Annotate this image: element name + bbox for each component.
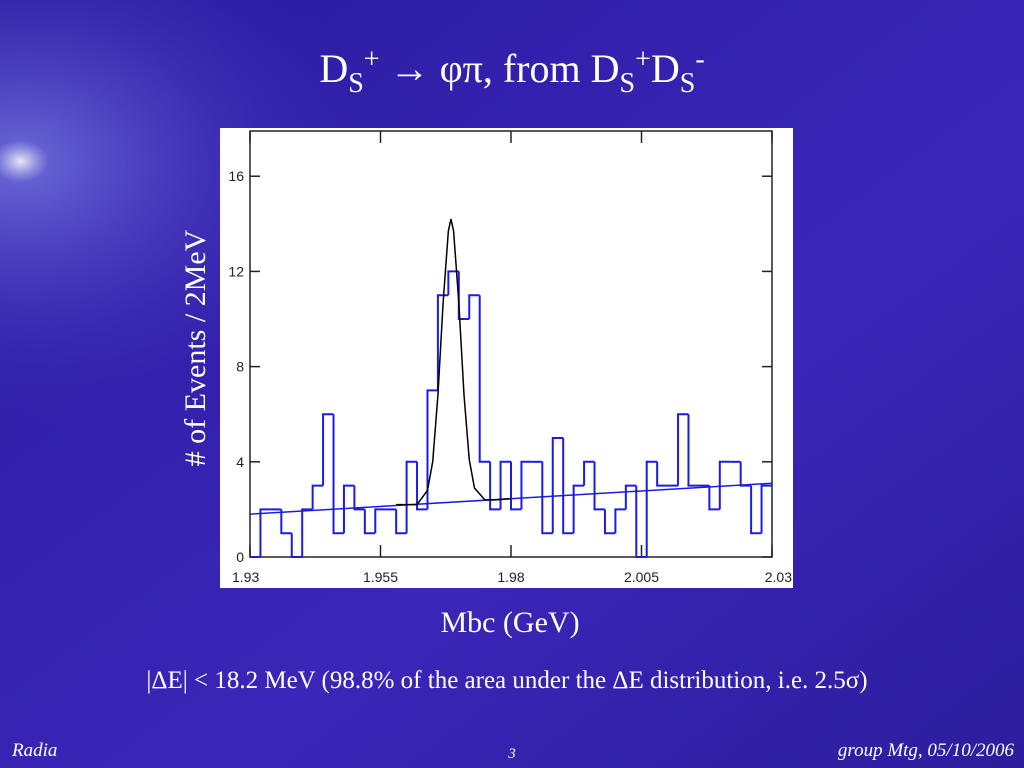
y-tick-label: 4 bbox=[236, 454, 244, 470]
histogram-bin bbox=[457, 271, 470, 321]
histogram-bin bbox=[593, 461, 605, 511]
histogram-bin bbox=[426, 389, 438, 510]
histogram-bin bbox=[750, 485, 762, 535]
y-tick-label: 8 bbox=[236, 359, 244, 375]
footer-right: group Mtg, 05/10/2006 bbox=[838, 740, 1015, 761]
x-tick-label: 1.93 bbox=[232, 569, 259, 585]
title-part: + bbox=[364, 44, 380, 75]
x-tick-label: 1.955 bbox=[363, 569, 398, 585]
histogram-bin bbox=[499, 460, 511, 510]
histogram-bin bbox=[342, 484, 355, 534]
histogram-bin bbox=[551, 437, 564, 534]
plot-background bbox=[220, 128, 793, 588]
x-tick-label: 1.98 bbox=[497, 569, 524, 585]
title-part: S bbox=[348, 68, 364, 99]
histogram-bin bbox=[280, 509, 292, 535]
histogram-bin bbox=[395, 509, 407, 535]
y-axis-label: # of Events / 2MeV bbox=[179, 229, 212, 466]
histogram-bin bbox=[520, 460, 532, 510]
histogram-bin bbox=[301, 508, 313, 557]
histogram-bin bbox=[332, 414, 344, 535]
histogram-bin bbox=[436, 294, 449, 391]
title-part: - bbox=[695, 44, 704, 75]
histogram-bin bbox=[760, 484, 772, 534]
histogram-bin bbox=[624, 484, 637, 510]
histogram-bin bbox=[468, 294, 480, 320]
histogram-bin bbox=[311, 484, 324, 510]
y-tick-label: 12 bbox=[228, 263, 244, 279]
histogram-bin bbox=[363, 509, 376, 535]
fit-curve bbox=[396, 218, 512, 506]
histogram-bin bbox=[583, 460, 595, 486]
histogram-bin bbox=[708, 485, 720, 511]
title: DS+ → φπ, from DS+DS- bbox=[319, 44, 704, 99]
histogram-bin bbox=[656, 461, 668, 487]
y-tick-label: 16 bbox=[228, 168, 244, 184]
x-tick-label: 2.03 bbox=[765, 569, 792, 585]
histogram-bin bbox=[405, 460, 418, 534]
y-tick-label: 0 bbox=[236, 549, 244, 565]
histogram-bin bbox=[635, 485, 647, 558]
histogram-bin bbox=[478, 295, 491, 463]
title-part: D bbox=[651, 46, 680, 91]
title-part: S bbox=[680, 68, 696, 99]
histogram-bin bbox=[572, 484, 585, 534]
histogram-bin bbox=[687, 414, 699, 487]
histogram-bin bbox=[259, 508, 271, 557]
histogram-bin bbox=[510, 461, 522, 511]
histogram-bin bbox=[718, 460, 731, 510]
note: |ΔE| < 18.2 MeV (98.8% of the area under… bbox=[146, 667, 867, 694]
histogram-bin bbox=[603, 509, 616, 535]
histogram-bin bbox=[489, 461, 501, 511]
histogram-bin bbox=[416, 461, 428, 511]
histogram-bin bbox=[677, 413, 689, 486]
footer-center: 3 bbox=[507, 746, 516, 762]
histogram-bin bbox=[645, 460, 658, 557]
x-tick-label: 2.005 bbox=[624, 569, 659, 585]
title-part: D bbox=[319, 46, 348, 91]
x-axis-label: Mbc (GeV) bbox=[440, 606, 579, 639]
histogram-bin bbox=[614, 508, 626, 534]
histogram-bin bbox=[374, 508, 386, 534]
histogram-bin bbox=[541, 461, 553, 535]
histogram-bin bbox=[353, 485, 365, 511]
footer-left: Radia bbox=[11, 740, 57, 761]
title-part: + bbox=[635, 44, 651, 75]
title-part: → φπ, from D bbox=[380, 46, 620, 91]
histogram-bin bbox=[322, 413, 334, 486]
histogram-bin bbox=[562, 438, 574, 535]
title-part: S bbox=[620, 68, 636, 99]
fit-curve bbox=[249, 482, 773, 515]
histogram-bin bbox=[447, 270, 459, 296]
histogram-bin bbox=[290, 533, 303, 558]
